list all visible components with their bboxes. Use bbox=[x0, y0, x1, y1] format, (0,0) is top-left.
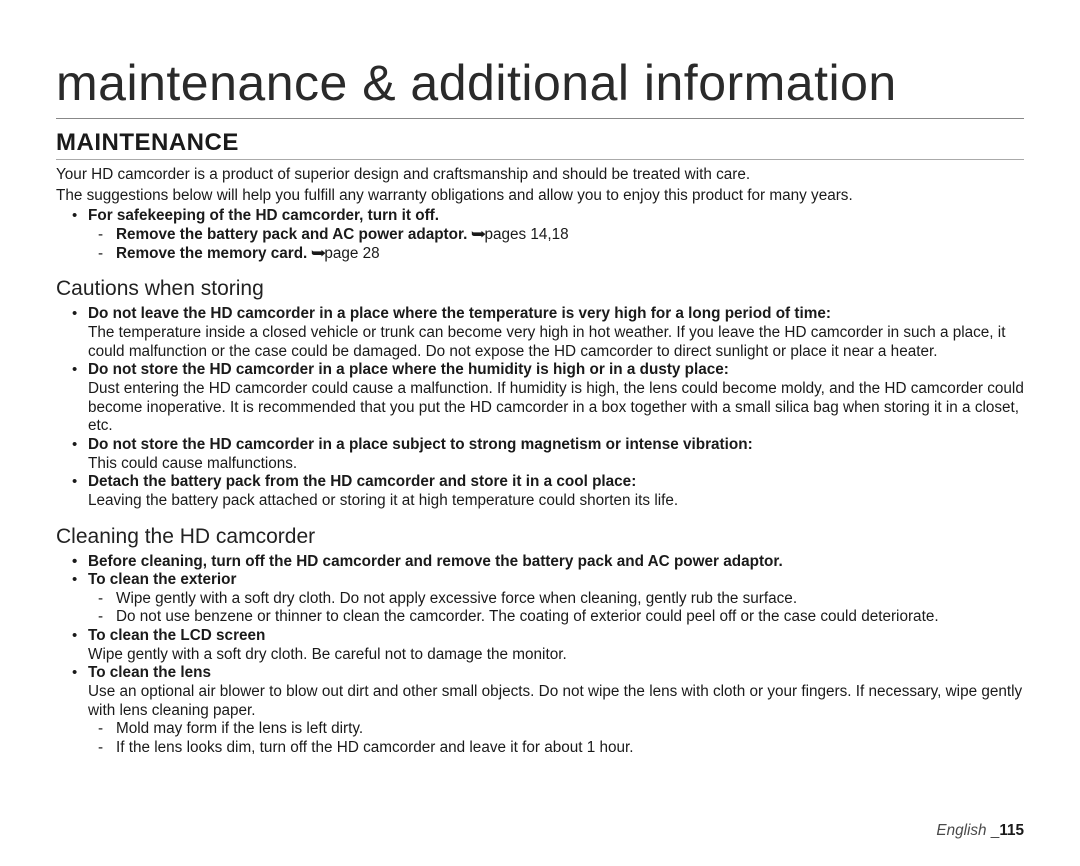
footer-language: English bbox=[936, 822, 986, 839]
caution-bold: Do not store the HD camcorder in a place… bbox=[88, 436, 753, 453]
safekeeping-title: For safekeeping of the HD camcorder, tur… bbox=[88, 207, 439, 224]
page-title: maintenance & additional information bbox=[56, 54, 1024, 112]
title-rule bbox=[56, 118, 1024, 119]
caution-desc: This could cause malfunctions. bbox=[88, 455, 1024, 474]
caution-bold: Do not store the HD camcorder in a place… bbox=[88, 361, 729, 378]
safekeep-sub1-bold: Remove the battery pack and AC power ada… bbox=[116, 226, 472, 243]
cleaning-subitem: Wipe gently with a soft dry cloth. Do no… bbox=[98, 590, 1024, 609]
page-ref-arrow-icon: ➥ bbox=[310, 245, 325, 264]
cleaning-desc: Use an optional air blower to blow out d… bbox=[88, 683, 1024, 720]
section-rule bbox=[56, 159, 1024, 160]
cleaning-sublist: Wipe gently with a soft dry cloth. Do no… bbox=[88, 590, 1024, 627]
cleaning-title: To clean the LCD screen bbox=[88, 627, 265, 644]
caution-desc: The temperature inside a closed vehicle … bbox=[88, 324, 1024, 361]
safekeep-sub1-ref: pages 14,18 bbox=[484, 226, 568, 243]
caution-bold: Detach the battery pack from the HD camc… bbox=[88, 473, 636, 490]
caution-item: Do not leave the HD camcorder in a place… bbox=[72, 305, 1024, 361]
caution-desc: Leaving the battery pack attached or sto… bbox=[88, 492, 1024, 511]
caution-bold: Do not leave the HD camcorder in a place… bbox=[88, 305, 831, 322]
caution-desc: Dust entering the HD camcorder could cau… bbox=[88, 380, 1024, 436]
subsection-cleaning: Cleaning the HD camcorder bbox=[56, 525, 1024, 549]
safekeeping-item: For safekeeping of the HD camcorder, tur… bbox=[72, 207, 1024, 263]
cautions-list: Do not leave the HD camcorder in a place… bbox=[56, 305, 1024, 510]
cleaning-intro: Before cleaning, turn off the HD camcord… bbox=[72, 553, 1024, 572]
safekeep-sub-1: Remove the battery pack and AC power ada… bbox=[98, 226, 1024, 245]
footer-separator: _ bbox=[987, 822, 1000, 839]
caution-item: Detach the battery pack from the HD camc… bbox=[72, 473, 1024, 510]
page-footer: English _115 bbox=[936, 822, 1024, 840]
caution-item: Do not store the HD camcorder in a place… bbox=[72, 361, 1024, 436]
section-heading-maintenance: MAINTENANCE bbox=[56, 129, 1024, 157]
cleaning-subitem: If the lens looks dim, turn off the HD c… bbox=[98, 739, 1024, 758]
cleaning-list: Before cleaning, turn off the HD camcord… bbox=[56, 553, 1024, 758]
cleaning-item: To clean the lens Use an optional air bl… bbox=[72, 664, 1024, 757]
safekeep-sub2-bold: Remove the memory card. bbox=[116, 245, 312, 262]
page-ref-arrow-icon: ➥ bbox=[470, 226, 485, 245]
cleaning-item: To clean the LCD screen Wipe gently with… bbox=[72, 627, 1024, 664]
cleaning-title: To clean the lens bbox=[88, 664, 211, 681]
subsection-cautions: Cautions when storing bbox=[56, 277, 1024, 301]
safekeep-sub2-ref: page 28 bbox=[324, 245, 379, 262]
cleaning-subitem: Do not use benzene or thinner to clean t… bbox=[98, 608, 1024, 627]
cleaning-desc: Wipe gently with a soft dry cloth. Be ca… bbox=[88, 646, 1024, 665]
cleaning-subitem: Mold may form if the lens is left dirty. bbox=[98, 720, 1024, 739]
intro-line-2: The suggestions below will help you fulf… bbox=[56, 187, 1024, 206]
caution-item: Do not store the HD camcorder in a place… bbox=[72, 436, 1024, 473]
footer-page-number: 115 bbox=[999, 822, 1024, 839]
cleaning-title: To clean the exterior bbox=[88, 571, 236, 588]
cleaning-item: To clean the exterior Wipe gently with a… bbox=[72, 571, 1024, 627]
safekeeping-sublist: Remove the battery pack and AC power ada… bbox=[88, 226, 1024, 263]
cleaning-sublist: Mold may form if the lens is left dirty.… bbox=[88, 720, 1024, 757]
safekeep-sub-2: Remove the memory card. ➥page 28 bbox=[98, 245, 1024, 264]
intro-line-1: Your HD camcorder is a product of superi… bbox=[56, 166, 1024, 185]
safekeeping-list: For safekeeping of the HD camcorder, tur… bbox=[56, 207, 1024, 263]
